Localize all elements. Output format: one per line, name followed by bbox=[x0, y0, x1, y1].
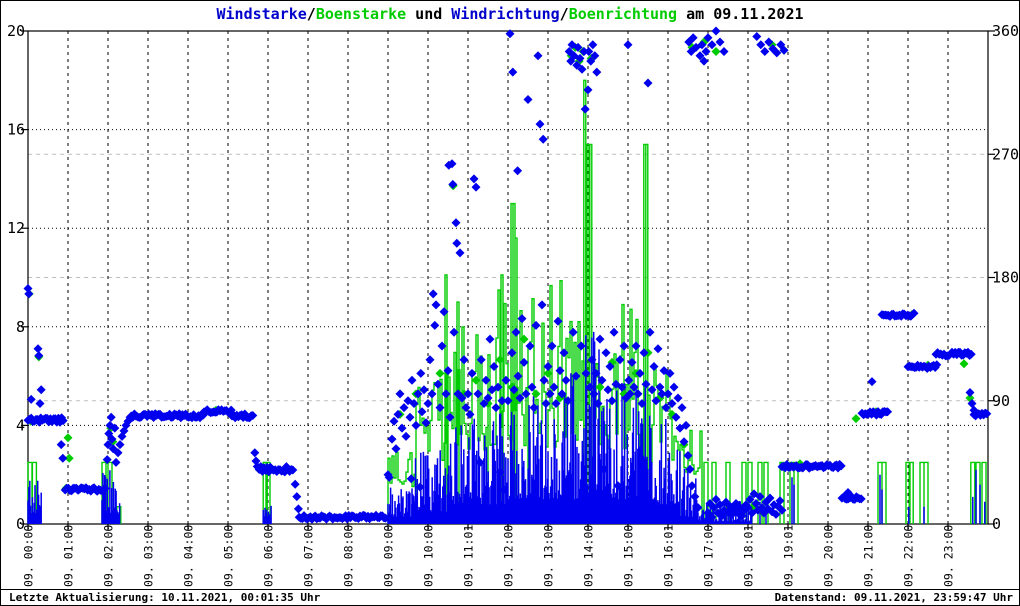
x-axis-label: 09. 14:00 bbox=[582, 525, 596, 587]
x-axis-label: 09. 22:00 bbox=[902, 525, 916, 587]
left-axis-label: 4 bbox=[16, 416, 25, 434]
title-part-boenstarke: Boenstarke bbox=[315, 5, 407, 23]
title-part-windstarke: Windstarke bbox=[216, 5, 307, 23]
x-axis-label: 09. 16:01 bbox=[662, 525, 676, 587]
wind-chart-canvas: 0 4 8 12 16 20 0 90 180 270 360 09. 00:00 09. 01:00 0… bbox=[7, 22, 1019, 587]
left-axis-label: 8 bbox=[16, 318, 25, 336]
x-axis-label: 09. 10:00 bbox=[422, 525, 436, 587]
x-axis-label: 09. 06:00 bbox=[262, 525, 276, 587]
x-axis-label: 09. 07:00 bbox=[302, 525, 316, 587]
title-part-date: am 09.11.2021 bbox=[677, 5, 804, 23]
right-axis-label: 0 bbox=[992, 515, 1001, 533]
left-axis-label: 12 bbox=[7, 219, 25, 237]
x-axis-label: 09. 09:00 bbox=[382, 525, 396, 587]
x-axis-label: 09. 17:00 bbox=[702, 525, 716, 587]
last-update-text: Letzte Aktualisierung: 10.11.2021, 00:01… bbox=[9, 591, 321, 604]
title-part-windrichtung: Windrichtung bbox=[451, 5, 560, 23]
chart-title: Windstarke/Boenstarke und Windrichtung/B… bbox=[1, 5, 1019, 23]
wind-speed-series bbox=[27, 331, 986, 524]
gust-direction-series bbox=[24, 37, 989, 518]
x-axis-label: 09. 01:00 bbox=[62, 525, 76, 587]
right-axis-label: 180 bbox=[992, 269, 1019, 287]
x-axis-label: 09. 11:01 bbox=[462, 525, 476, 587]
title-part-slash1: / bbox=[306, 5, 316, 23]
x-axis-label: 09. 08:00 bbox=[342, 525, 356, 587]
data-state-text: Datenstand: 09.11.2021, 23:59:47 Uhr bbox=[774, 591, 1013, 604]
footer-bar: Letzte Aktualisierung: 10.11.2021, 00:01… bbox=[1, 589, 1019, 605]
left-axis-label: 16 bbox=[7, 121, 25, 139]
title-part-slash2: / bbox=[559, 5, 569, 23]
left-axis-label: 20 bbox=[7, 22, 25, 40]
title-part-boenrichtung: Boenrichtung bbox=[568, 5, 678, 23]
x-axis-label: 09. 21:00 bbox=[862, 525, 876, 587]
x-axis-label: 09. 05:00 bbox=[222, 525, 236, 587]
x-axis-label: 09. 03:00 bbox=[142, 525, 156, 587]
x-axis-label: 09. 15:00 bbox=[622, 525, 636, 587]
x-axis-label: 09. 19:01 bbox=[782, 525, 796, 587]
x-axis-label: 09. 13:00 bbox=[542, 525, 556, 587]
x-axis-label: 09. 18:01 bbox=[742, 525, 756, 587]
wind-direction-series bbox=[23, 26, 992, 524]
left-axis-label: 0 bbox=[16, 515, 25, 533]
right-axis-label: 270 bbox=[992, 145, 1019, 163]
x-axis-label: 09. 02:00 bbox=[102, 525, 116, 587]
right-axis-label: 360 bbox=[992, 22, 1019, 40]
x-axis-label: 09. 12:00 bbox=[502, 525, 516, 587]
title-part-und: und bbox=[406, 5, 452, 23]
right-axis-label: 90 bbox=[992, 392, 1010, 410]
gust-speed-series bbox=[27, 79, 987, 524]
x-axis-label: 09. 00:00 bbox=[22, 525, 36, 587]
x-axis-label: 09. 23:00 bbox=[942, 525, 956, 587]
x-axis-label: 09. 20:00 bbox=[822, 525, 836, 587]
x-axis-label: 09. 04:00 bbox=[182, 525, 196, 587]
